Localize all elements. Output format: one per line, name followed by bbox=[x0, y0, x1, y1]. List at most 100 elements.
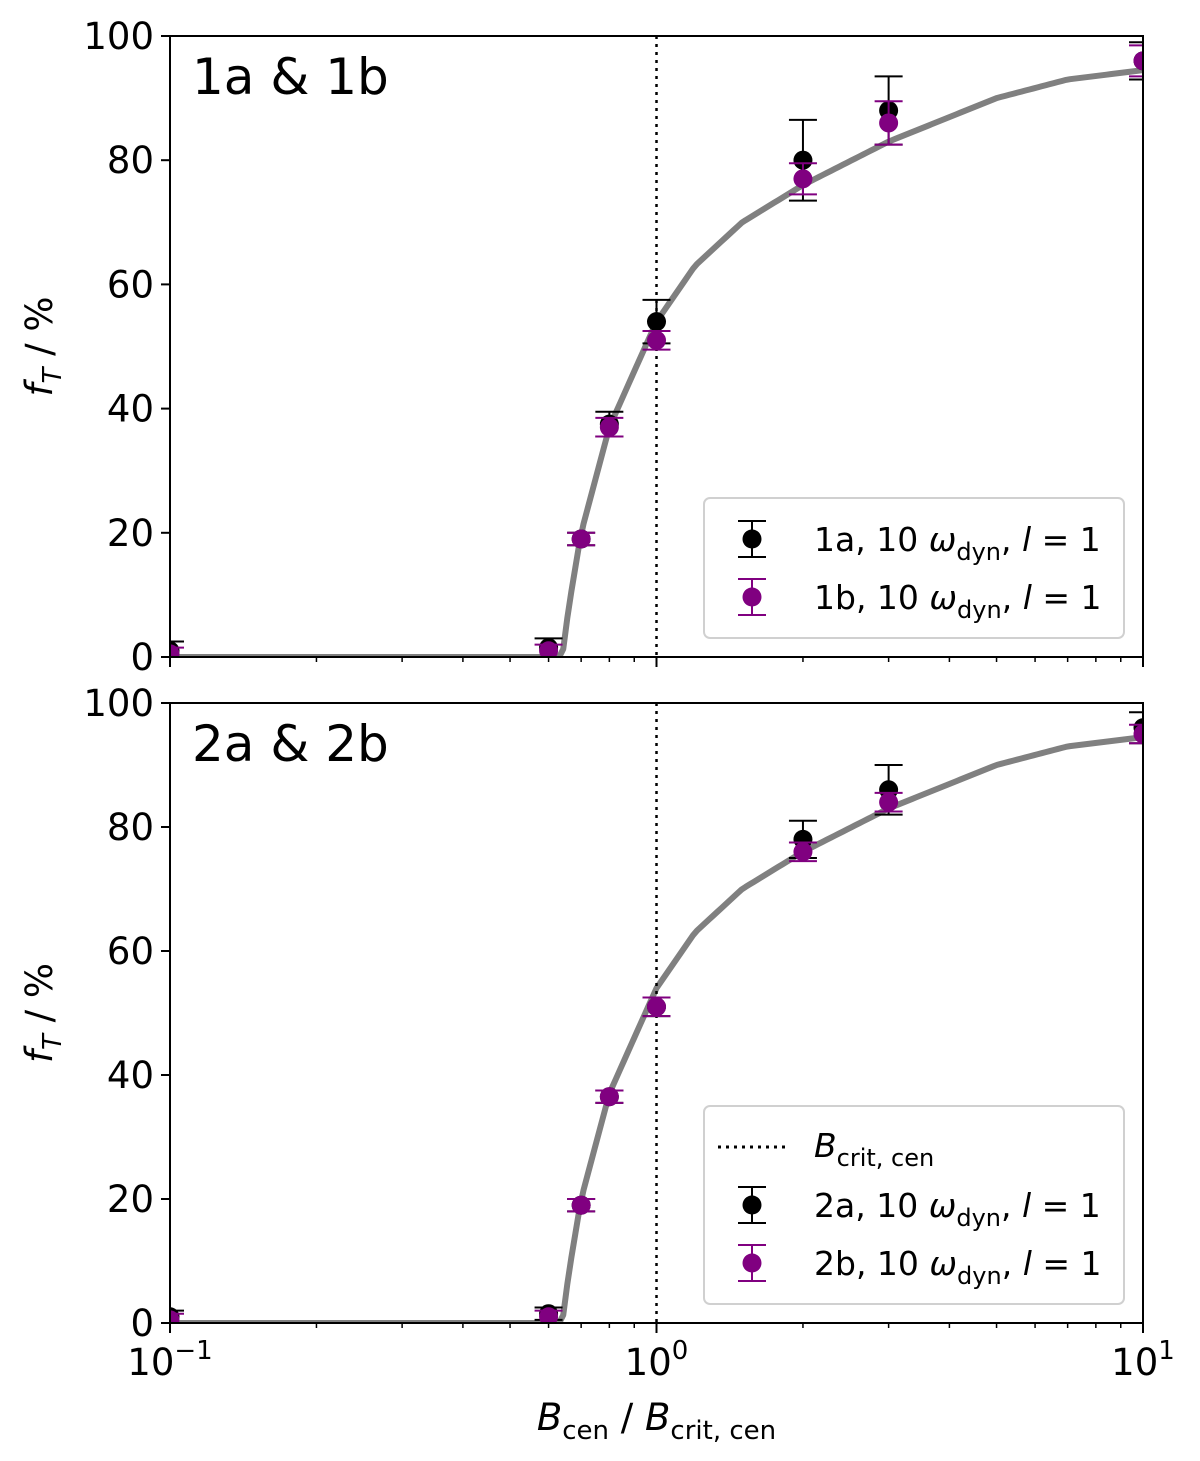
data-point bbox=[599, 1087, 619, 1107]
legend-entry-symbol: ω bbox=[929, 1244, 957, 1283]
data-point bbox=[571, 1195, 591, 1215]
fit-curve bbox=[170, 734, 1143, 1323]
legend-box bbox=[703, 497, 1125, 639]
error-bar bbox=[170, 1309, 184, 1323]
data-point bbox=[647, 312, 666, 332]
y-axis-label: fT / % bbox=[18, 963, 68, 1063]
legend-marker-dot bbox=[742, 587, 762, 607]
legend-marker bbox=[738, 1244, 766, 1282]
legend-entry-var: l bbox=[1023, 578, 1032, 617]
legend-entry-eq: = 1 bbox=[1031, 1186, 1101, 1225]
legend-entry-var: l bbox=[1023, 1244, 1032, 1283]
y-tick-label: 40 bbox=[107, 388, 154, 431]
data-point bbox=[599, 417, 619, 437]
legend-entry-sub: dyn bbox=[957, 596, 1002, 624]
legend-entry-label: 1b, 10 ωdyn, l = 1 bbox=[814, 578, 1102, 624]
data-point bbox=[539, 1307, 559, 1323]
legend-entry-var: l bbox=[1022, 1186, 1031, 1225]
panel-1a-1b: 0 20 40 60 80 100 fT / % 1a & 1b 1a, 10 ωdyn, l … bbox=[18, 15, 1144, 679]
data-point bbox=[170, 644, 180, 657]
x-tick-exponent: 1 bbox=[1158, 1336, 1175, 1366]
y-tick-label: 80 bbox=[107, 139, 154, 182]
data-point bbox=[571, 529, 591, 549]
y-axis-label: fT / % bbox=[18, 296, 68, 396]
series-b bbox=[170, 44, 1143, 657]
x-tick-label: 100 bbox=[625, 1336, 689, 1384]
legend-entry-label: 2b, 10 ωdyn, l = 1 bbox=[814, 1244, 1102, 1290]
error-bar bbox=[170, 646, 184, 657]
legend-entry-symbol: ω bbox=[929, 1186, 957, 1225]
legend-entry-tail: , bbox=[1001, 1186, 1022, 1225]
y-tick-label: 80 bbox=[107, 806, 154, 849]
data-point bbox=[1133, 51, 1143, 71]
legend-marker bbox=[738, 578, 766, 616]
data-point bbox=[170, 1310, 180, 1323]
legend-marker bbox=[738, 520, 766, 558]
y-tick-label: 100 bbox=[83, 682, 154, 725]
legend-vline-main: B bbox=[814, 1126, 837, 1165]
x-axis-label: Bcen / Bcrit, cen bbox=[537, 1396, 776, 1446]
legend-entry-prefix: 1a, 10 bbox=[814, 520, 929, 559]
legend-entry-prefix: 1b, 10 bbox=[814, 578, 929, 617]
y-tick-label: 100 bbox=[83, 15, 154, 58]
legend-entry-eq: = 1 bbox=[1031, 520, 1101, 559]
data-point bbox=[879, 792, 899, 812]
x-tick-base: 10 bbox=[625, 1341, 672, 1384]
error-bar bbox=[1129, 41, 1143, 81]
legend-entry-label: 2a, 10 ωdyn, l = 1 bbox=[814, 1186, 1101, 1232]
y-tick-label: 0 bbox=[130, 1302, 154, 1345]
y-axis-label-sub: T bbox=[38, 366, 68, 384]
legend-entry-tail: , bbox=[1002, 1244, 1023, 1283]
error-bar bbox=[170, 1312, 184, 1323]
panel-label: 2a & 2b bbox=[192, 715, 389, 773]
y-axis-label-rest: / % bbox=[18, 963, 61, 1034]
series-b bbox=[170, 723, 1143, 1323]
legend-entry-prefix: 2b, 10 bbox=[814, 1244, 929, 1283]
x-axis-label-a-sub: cen bbox=[562, 1416, 609, 1446]
x-axis-label-a: B bbox=[537, 1396, 562, 1439]
data-point bbox=[879, 113, 899, 133]
y-tick-label: 0 bbox=[130, 636, 154, 679]
x-tick-label: 101 bbox=[1111, 1336, 1175, 1384]
legend-vline-sub: crit, cen bbox=[837, 1144, 935, 1172]
legend-entry-sub: dyn bbox=[957, 1262, 1002, 1290]
data-point bbox=[793, 150, 813, 170]
y-tick-label: 20 bbox=[107, 512, 154, 555]
x-tick-label: 10−1 bbox=[127, 1336, 212, 1384]
x-axis-label-b: B bbox=[645, 1396, 670, 1439]
legend-box bbox=[703, 1105, 1125, 1305]
legend-vline-label: Bcrit, cen bbox=[814, 1126, 934, 1172]
x-tick-base: 10 bbox=[1111, 1341, 1158, 1384]
legend-entry-label: 1a, 10 ωdyn, l = 1 bbox=[814, 520, 1101, 566]
x-tick-exponent: −1 bbox=[174, 1336, 212, 1366]
y-tick-label: 40 bbox=[107, 1054, 154, 1097]
legend-entry-tail: , bbox=[1001, 520, 1022, 559]
x-tick-exponent: 0 bbox=[672, 1336, 689, 1366]
legend-marker-dot bbox=[742, 529, 762, 549]
y-tick-label: 60 bbox=[107, 263, 154, 306]
legend-entry-sub: dyn bbox=[956, 1204, 1001, 1232]
legend-entry-sub: dyn bbox=[956, 538, 1001, 566]
y-axis-label-sub: T bbox=[38, 1032, 68, 1050]
data-point bbox=[793, 842, 813, 862]
panel-label: 1a & 1b bbox=[192, 48, 389, 106]
y-axis-label-rest: / % bbox=[18, 296, 61, 367]
error-bar bbox=[170, 640, 184, 657]
legend-entry-eq: = 1 bbox=[1032, 578, 1102, 617]
legend-entry-tail: , bbox=[1002, 578, 1023, 617]
legend-marker-dot bbox=[742, 1195, 762, 1215]
y-tick-label: 20 bbox=[107, 1178, 154, 1221]
x-tick-base: 10 bbox=[127, 1341, 174, 1384]
data-point bbox=[793, 169, 813, 189]
plot-area bbox=[170, 36, 1143, 657]
legend-marker bbox=[738, 1186, 766, 1224]
legend-entry-eq: = 1 bbox=[1032, 1244, 1102, 1283]
legend-entry-symbol: ω bbox=[929, 520, 957, 559]
data-point bbox=[647, 997, 666, 1017]
legend-entry-symbol: ω bbox=[929, 578, 957, 617]
legend-entry-var: l bbox=[1022, 520, 1031, 559]
error-bar bbox=[1129, 723, 1143, 745]
y-tick-label: 60 bbox=[107, 930, 154, 973]
data-point bbox=[1133, 724, 1143, 744]
